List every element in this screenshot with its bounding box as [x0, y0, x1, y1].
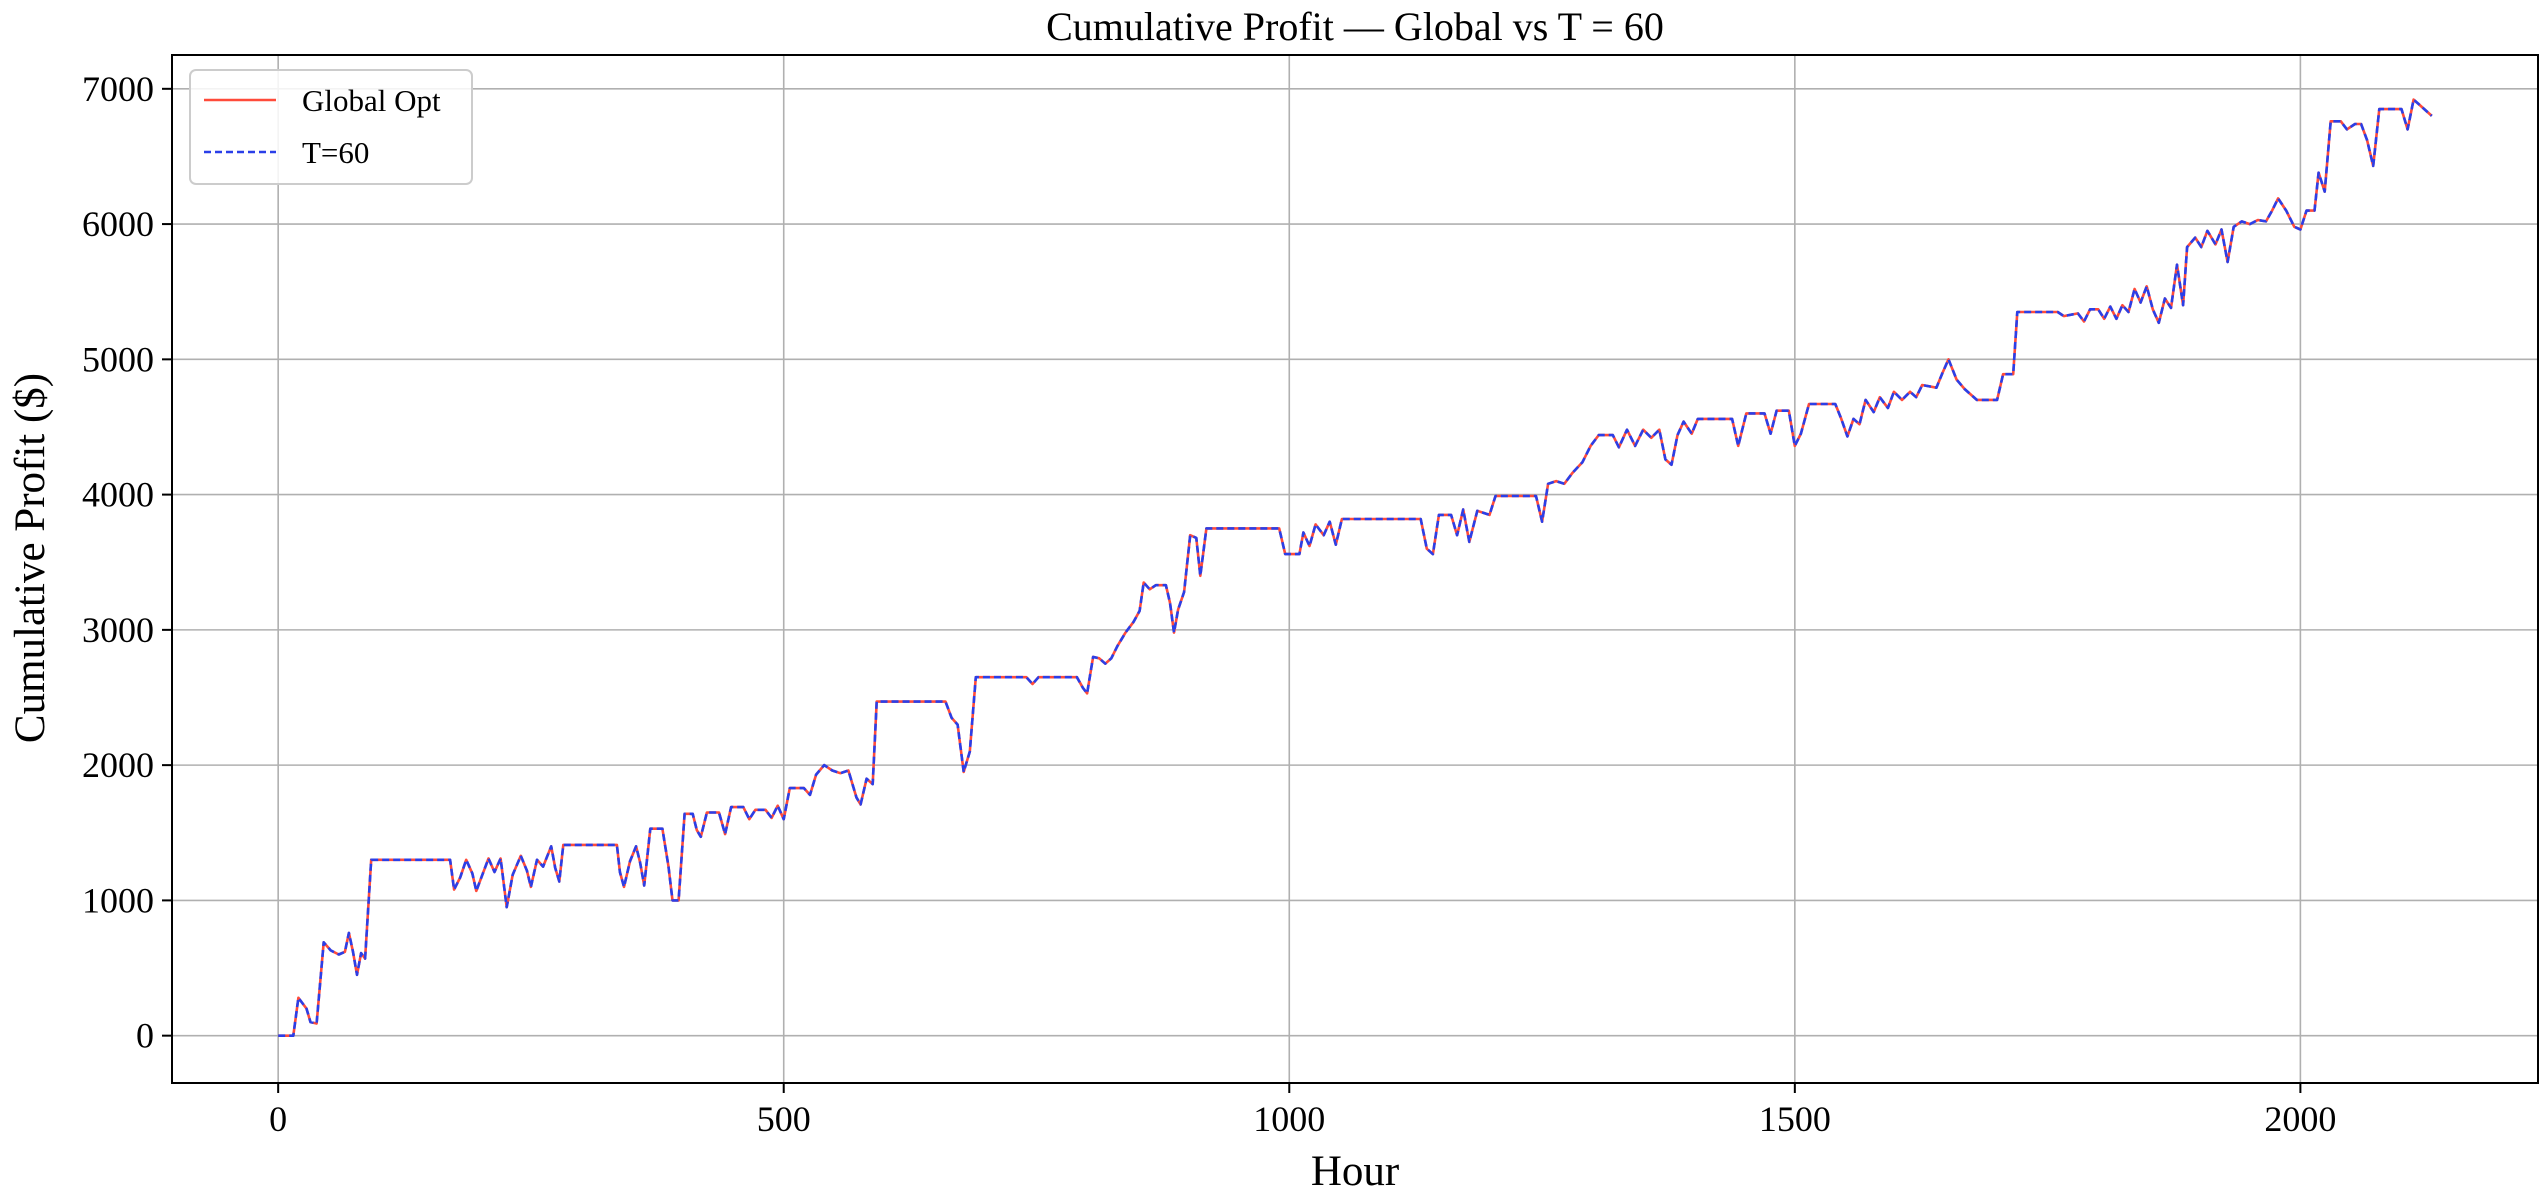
- y-axis-label: Cumulative Profit ($): [7, 373, 54, 743]
- series-line-1: [278, 98, 2433, 1037]
- legend-label: T=60: [302, 135, 369, 170]
- x-tick-label: 1000: [1253, 1099, 1325, 1139]
- grid-lines: [172, 55, 2538, 1083]
- legend-label: Global Opt: [302, 83, 441, 118]
- y-tick-label: 6000: [82, 204, 154, 244]
- x-axis-label: Hour: [1311, 1148, 1399, 1195]
- legend: Global Opt T=60: [189, 69, 473, 185]
- series-layer: [278, 98, 2433, 1037]
- y-tick-label: 1000: [82, 880, 154, 920]
- chart-title: Cumulative Profit — Global vs T = 60: [1046, 4, 1664, 49]
- y-axis-ticks: 0 1000 2000 3000 4000 5000 6000 7000: [82, 69, 172, 1056]
- x-tick-label: 2000: [2264, 1099, 2336, 1139]
- y-tick-label: 4000: [82, 475, 154, 515]
- plot-frame: [171, 54, 2539, 1084]
- y-tick-label: 5000: [82, 339, 154, 379]
- legend-box: [189, 69, 473, 185]
- y-tick-label: 7000: [82, 69, 154, 109]
- x-axis-ticks: 0 500 1000 1500 2000: [269, 1083, 2336, 1139]
- x-tick-label: 1500: [1759, 1099, 1831, 1139]
- y-tick-label: 3000: [82, 610, 154, 650]
- x-tick-label: 0: [269, 1099, 287, 1139]
- x-tick-label: 500: [757, 1099, 811, 1139]
- y-tick-label: 0: [136, 1016, 154, 1056]
- y-tick-label: 2000: [82, 745, 154, 785]
